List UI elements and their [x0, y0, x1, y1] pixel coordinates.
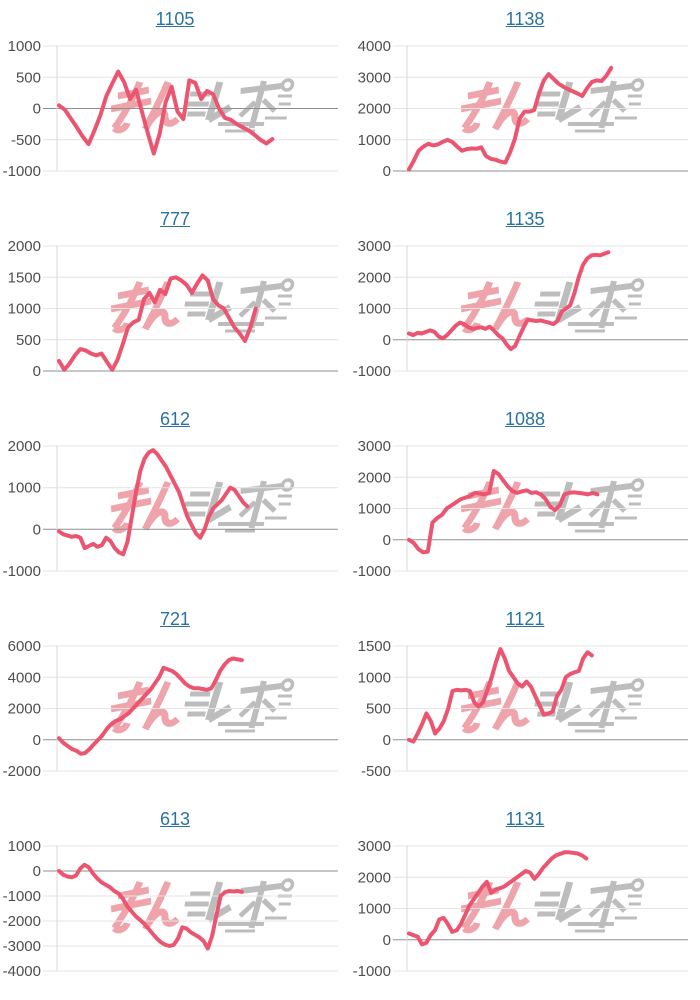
line-chart: 2000 1000 0 -1000 [3, 438, 338, 580]
y-tick-label: 2000 [8, 701, 41, 718]
y-tick-label: 2000 [8, 238, 41, 255]
chart-title-link[interactable]: 1131 [505, 809, 545, 829]
y-tick-label: 500 [16, 69, 41, 86]
chart-cell: 1088 3000 2000 1000 0 -1000 [350, 400, 700, 600]
y-tick-label: 0 [33, 732, 41, 749]
y-tick-label: -1000 [3, 888, 41, 905]
y-tick-label: 1000 [8, 38, 41, 55]
chart-title-link[interactable]: 721 [159, 609, 191, 629]
chart-title-link[interactable]: 1135 [505, 209, 545, 229]
y-tick-label: 3000 [358, 238, 391, 255]
y-tick-label: 0 [33, 863, 41, 880]
series-line [407, 469, 600, 555]
y-tick-label: -500 [361, 763, 391, 780]
y-tick-label: 500 [16, 332, 41, 349]
chart-cell: 1131 3000 2000 1000 0 -1000 [350, 800, 700, 1000]
y-tick-label: 0 [33, 101, 41, 118]
chart-title-link[interactable]: 612 [159, 409, 191, 429]
y-tick-label: 3000 [358, 838, 391, 855]
chart-cell: 1105 1000 500 0 -500 -1000 [0, 0, 350, 200]
line-chart: 6000 4000 2000 0 -2000 [3, 638, 338, 780]
y-tick-label: 3000 [358, 438, 391, 455]
chart-title-link[interactable]: 777 [159, 209, 191, 229]
y-tick-label: 2000 [358, 869, 391, 886]
chart-title-link[interactable]: 1105 [155, 9, 195, 29]
y-tick-label: -1000 [353, 963, 391, 980]
y-tick-label: 1000 [358, 301, 391, 318]
line-chart: 3000 2000 1000 0 -1000 [353, 438, 688, 580]
y-tick-label: 1000 [358, 669, 391, 686]
chart-cell: 777 2000 1500 1000 500 0 [0, 200, 350, 400]
y-tick-label: 0 [383, 163, 391, 180]
y-tick-label: -4000 [3, 963, 41, 980]
y-tick-label: 1500 [358, 638, 391, 655]
series-line [407, 250, 611, 352]
series-line [407, 65, 614, 172]
y-tick-label: 1000 [8, 301, 41, 318]
y-tick-label: -2000 [3, 763, 41, 780]
series-line [57, 448, 250, 557]
series-line [407, 850, 589, 947]
series-line [57, 656, 244, 756]
series-line [57, 862, 244, 951]
chart-title-link[interactable]: 1121 [505, 609, 545, 629]
y-tick-label: -1000 [3, 563, 41, 580]
y-tick-label: 0 [33, 363, 41, 380]
chart-cell: 613 1000 0 -1000 -2000 -3000 -4000 [0, 800, 350, 1000]
y-tick-label: 1500 [8, 269, 41, 286]
y-tick-label: -500 [11, 132, 41, 149]
chart-cell: 612 2000 1000 0 -1000 [0, 400, 350, 600]
line-chart: 1000 0 -1000 -2000 -3000 -4000 [3, 838, 338, 980]
y-tick-label: -3000 [3, 938, 41, 955]
y-tick-label: 0 [33, 521, 41, 538]
chart-cell: 1135 3000 2000 1000 0 -1000 [350, 200, 700, 400]
y-tick-label: 1000 [358, 901, 391, 918]
y-tick-label: -1000 [353, 563, 391, 580]
chart-cell: 1138 4000 3000 2000 1000 0 [350, 0, 700, 200]
y-tick-label: 0 [383, 932, 391, 949]
y-tick-label: 6000 [8, 638, 41, 655]
chart-title-link[interactable]: 1138 [505, 9, 545, 29]
y-tick-label: 2000 [8, 438, 41, 455]
y-tick-label: -1000 [3, 163, 41, 180]
line-chart: 4000 3000 2000 1000 0 [358, 38, 688, 180]
chart-title-link[interactable]: 1088 [504, 409, 546, 429]
y-tick-label: 2000 [358, 269, 391, 286]
chart-cell: 1121 1500 1000 500 0 -500 [350, 600, 700, 800]
y-tick-label: -1000 [353, 363, 391, 380]
series-line [57, 273, 258, 372]
y-tick-label: 0 [383, 532, 391, 549]
line-chart: 2000 1500 1000 500 0 [8, 238, 338, 380]
chart-cell: 721 6000 4000 2000 0 -2000 [0, 600, 350, 800]
y-tick-label: 1000 [8, 480, 41, 497]
chart-title-link[interactable]: 613 [159, 809, 191, 829]
series-line [407, 647, 594, 744]
y-tick-label: 0 [383, 332, 391, 349]
y-tick-label: 4000 [358, 38, 391, 55]
y-tick-label: 3000 [358, 69, 391, 86]
y-tick-label: 4000 [8, 669, 41, 686]
y-tick-label: 0 [383, 732, 391, 749]
y-tick-label: 1000 [8, 838, 41, 855]
series-line [57, 69, 275, 156]
line-chart: 3000 2000 1000 0 -1000 [353, 838, 688, 980]
y-tick-label: 500 [366, 701, 391, 718]
line-chart: 1500 1000 500 0 -500 [358, 638, 688, 780]
y-tick-label: -2000 [3, 913, 41, 930]
y-tick-label: 2000 [358, 101, 391, 118]
y-tick-label: 2000 [358, 469, 391, 486]
line-chart: 3000 2000 1000 0 -1000 [353, 238, 688, 380]
line-chart: 1000 500 0 -500 -1000 [3, 38, 338, 180]
y-tick-label: 1000 [358, 501, 391, 518]
y-tick-label: 1000 [358, 132, 391, 149]
